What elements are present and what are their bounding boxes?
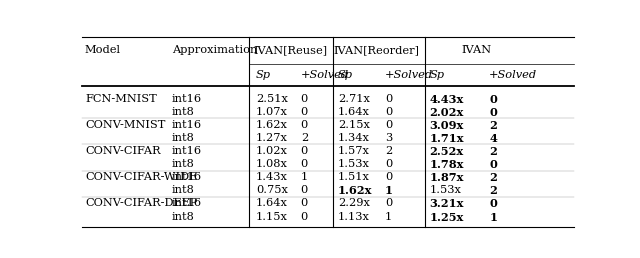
Text: 0: 0	[301, 107, 308, 117]
Text: 0: 0	[385, 107, 392, 117]
Text: 2: 2	[489, 120, 497, 131]
Text: int8: int8	[172, 107, 195, 117]
Text: 2: 2	[301, 133, 308, 143]
Text: 2: 2	[489, 146, 497, 157]
Text: 1.15x: 1.15x	[256, 212, 288, 222]
Text: 2.71x: 2.71x	[338, 94, 370, 103]
Text: 1.62x: 1.62x	[338, 185, 372, 196]
Text: int16: int16	[172, 172, 202, 182]
Text: +Solved: +Solved	[385, 70, 433, 80]
Text: 1.53x: 1.53x	[338, 159, 370, 169]
Text: 0: 0	[301, 146, 308, 156]
Text: Sp: Sp	[338, 70, 353, 80]
Text: 3.09x: 3.09x	[429, 120, 464, 131]
Text: 0.75x: 0.75x	[256, 185, 288, 195]
Text: 1.02x: 1.02x	[256, 146, 288, 156]
Text: Model: Model	[85, 45, 121, 55]
Text: 1.07x: 1.07x	[256, 107, 288, 117]
Text: 2.02x: 2.02x	[429, 107, 464, 118]
Text: 1.25x: 1.25x	[429, 212, 464, 223]
Text: IVAN: IVAN	[461, 45, 492, 55]
Text: int8: int8	[172, 133, 195, 143]
Text: 4: 4	[489, 133, 497, 144]
Text: 0: 0	[385, 198, 392, 208]
Text: 0: 0	[489, 94, 497, 104]
Text: FCN-MNIST: FCN-MNIST	[85, 94, 157, 103]
Text: 3: 3	[385, 133, 392, 143]
Text: 2: 2	[489, 172, 497, 183]
Text: int8: int8	[172, 185, 195, 195]
Text: int8: int8	[172, 212, 195, 222]
Text: CONV-MNIST: CONV-MNIST	[85, 120, 165, 130]
Text: 4.43x: 4.43x	[429, 94, 464, 104]
Text: IVAN[Reorder]: IVAN[Reorder]	[333, 45, 420, 55]
Text: 1.64x: 1.64x	[338, 107, 370, 117]
Text: 3.21x: 3.21x	[429, 198, 464, 209]
Text: CONV-CIFAR: CONV-CIFAR	[85, 146, 161, 156]
Text: 1.64x: 1.64x	[256, 198, 288, 208]
Text: 1.87x: 1.87x	[429, 172, 464, 183]
Text: 2: 2	[385, 146, 392, 156]
Text: 1.62x: 1.62x	[256, 120, 288, 130]
Text: 1.27x: 1.27x	[256, 133, 288, 143]
Text: 0: 0	[489, 198, 497, 209]
Text: int16: int16	[172, 146, 202, 156]
Text: 0: 0	[385, 159, 392, 169]
Text: CONV-CIFAR-WIDE: CONV-CIFAR-WIDE	[85, 172, 197, 182]
Text: Sp: Sp	[256, 70, 271, 80]
Text: 0: 0	[301, 212, 308, 222]
Text: int16: int16	[172, 198, 202, 208]
Text: 1.43x: 1.43x	[256, 172, 288, 182]
Text: 0: 0	[301, 198, 308, 208]
Text: Sp: Sp	[429, 70, 445, 80]
Text: 1: 1	[385, 212, 392, 222]
Text: 1.51x: 1.51x	[338, 172, 370, 182]
Text: IVAN[Reuse]: IVAN[Reuse]	[253, 45, 328, 55]
Text: 1.71x: 1.71x	[429, 133, 464, 144]
Text: 1: 1	[385, 185, 393, 196]
Text: int8: int8	[172, 159, 195, 169]
Text: 0: 0	[489, 159, 497, 170]
Text: 0: 0	[385, 120, 392, 130]
Text: 1.08x: 1.08x	[256, 159, 288, 169]
Text: 0: 0	[301, 159, 308, 169]
Text: 0: 0	[301, 94, 308, 103]
Text: 2: 2	[489, 185, 497, 196]
Text: +Solved: +Solved	[301, 70, 349, 80]
Text: 2.29x: 2.29x	[338, 198, 370, 208]
Text: CONV-CIFAR-DEEP: CONV-CIFAR-DEEP	[85, 198, 197, 208]
Text: 2.51x: 2.51x	[256, 94, 288, 103]
Text: 0: 0	[385, 172, 392, 182]
Text: 1.34x: 1.34x	[338, 133, 370, 143]
Text: 0: 0	[489, 107, 497, 118]
Text: 1.13x: 1.13x	[338, 212, 370, 222]
Text: 1.53x: 1.53x	[429, 185, 461, 195]
Text: int16: int16	[172, 94, 202, 103]
Text: int16: int16	[172, 120, 202, 130]
Text: 0: 0	[301, 185, 308, 195]
Text: 1.78x: 1.78x	[429, 159, 464, 170]
Text: +Solved: +Solved	[489, 70, 538, 80]
Text: 1.57x: 1.57x	[338, 146, 370, 156]
Text: 0: 0	[385, 94, 392, 103]
Text: 2.15x: 2.15x	[338, 120, 370, 130]
Text: 1: 1	[301, 172, 308, 182]
Text: Approximation: Approximation	[172, 45, 257, 55]
Text: 0: 0	[301, 120, 308, 130]
Text: 2.52x: 2.52x	[429, 146, 464, 157]
Text: 1: 1	[489, 212, 497, 223]
